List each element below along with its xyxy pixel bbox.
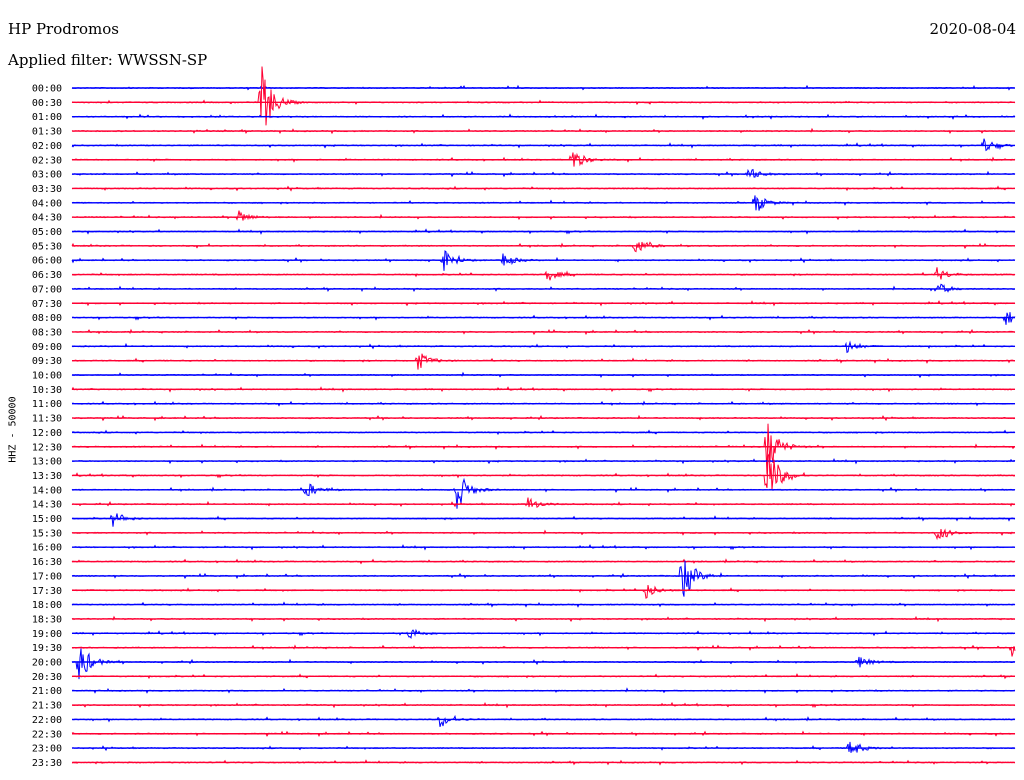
trace-0930 [71,353,1015,370]
row-label-1330: 13:30 [32,471,62,482]
row-label-0200: 02:00 [32,141,62,152]
filter-label: Applied filter: WWSSN-SP [8,51,208,69]
trace-2200 [71,714,1016,727]
row-label-0430: 04:30 [32,213,62,224]
row-label-0600: 06:00 [32,256,62,267]
row-label-0930: 09:30 [32,356,62,367]
row-labels: 00:00 00:30 01:00 01:30 02:00 02:30 03:00 03:30… [32,84,62,769]
station-title: HP Prodromos [8,20,119,38]
row-label-1530: 15:30 [32,528,62,539]
trace-1230 [71,423,1016,475]
row-label-0330: 03:30 [32,184,62,195]
row-label-1230: 12:30 [32,442,62,453]
trace-1530 [71,528,1016,541]
trace-0530 [71,241,1015,253]
row-label-2000: 20:00 [32,658,62,669]
trace-0430 [71,210,1016,221]
row-label-2330: 23:30 [32,758,62,769]
row-label-0900: 09:00 [32,342,62,353]
row-label-0800: 08:00 [32,313,62,324]
trace-0800 [71,312,1016,325]
trace-0600 [71,250,1016,271]
row-label-1500: 15:00 [32,514,62,525]
row-label-2230: 22:30 [32,729,62,740]
row-label-0530: 05:30 [32,241,62,252]
trace-0300 [71,168,1016,178]
row-label-1200: 12:00 [32,428,62,439]
seismic-traces [71,66,1016,766]
row-label-0700: 07:00 [32,284,62,295]
row-label-2100: 21:00 [32,686,62,697]
row-label-0500: 05:00 [32,227,62,238]
row-label-1830: 18:30 [32,614,62,625]
row-label-0100: 01:00 [32,112,62,123]
row-label-1700: 17:00 [32,571,62,582]
row-label-0400: 04:00 [32,198,62,209]
row-label-0630: 06:30 [32,270,62,281]
row-label-1730: 17:30 [32,586,62,597]
date-label: 2020-08-04 [929,20,1016,38]
trace-1430 [71,497,1016,509]
row-label-0730: 07:30 [32,299,62,310]
row-label-2300: 23:00 [32,744,62,755]
row-label-0030: 00:30 [32,98,62,109]
row-label-1300: 13:00 [32,457,62,468]
trace-1330 [71,452,1016,490]
row-label-2130: 21:30 [32,701,62,712]
row-label-1130: 11:30 [32,414,62,425]
row-label-0130: 01:30 [32,127,62,138]
row-label-1430: 14:30 [32,500,62,511]
trace-0200 [71,138,1016,152]
row-label-0830: 08:30 [32,327,62,338]
row-label-1900: 19:00 [32,629,62,640]
row-label-1930: 19:30 [32,643,62,654]
row-label-2200: 22:00 [32,715,62,726]
trace-2300 [71,741,1016,753]
trace-0700 [71,283,1016,293]
row-label-1100: 11:00 [32,399,62,410]
trace-1700 [71,560,1016,597]
row-label-0300: 03:00 [32,170,62,181]
trace-1500 [71,513,1016,527]
trace-0900 [71,340,1016,354]
row-label-1030: 10:30 [32,385,62,396]
trace-1730 [71,585,1016,599]
row-label-1800: 18:00 [32,600,62,611]
row-label-2030: 20:30 [32,672,62,683]
trace-2000 [71,648,1016,680]
row-label-0000: 00:00 [32,84,62,95]
trace-0630 [71,267,1016,281]
row-label-1630: 16:30 [32,557,62,568]
row-label-1000: 10:00 [32,371,62,382]
row-label-0230: 02:30 [32,155,62,166]
row-label-1400: 14:00 [32,485,62,496]
row-label-1600: 16:00 [32,543,62,554]
